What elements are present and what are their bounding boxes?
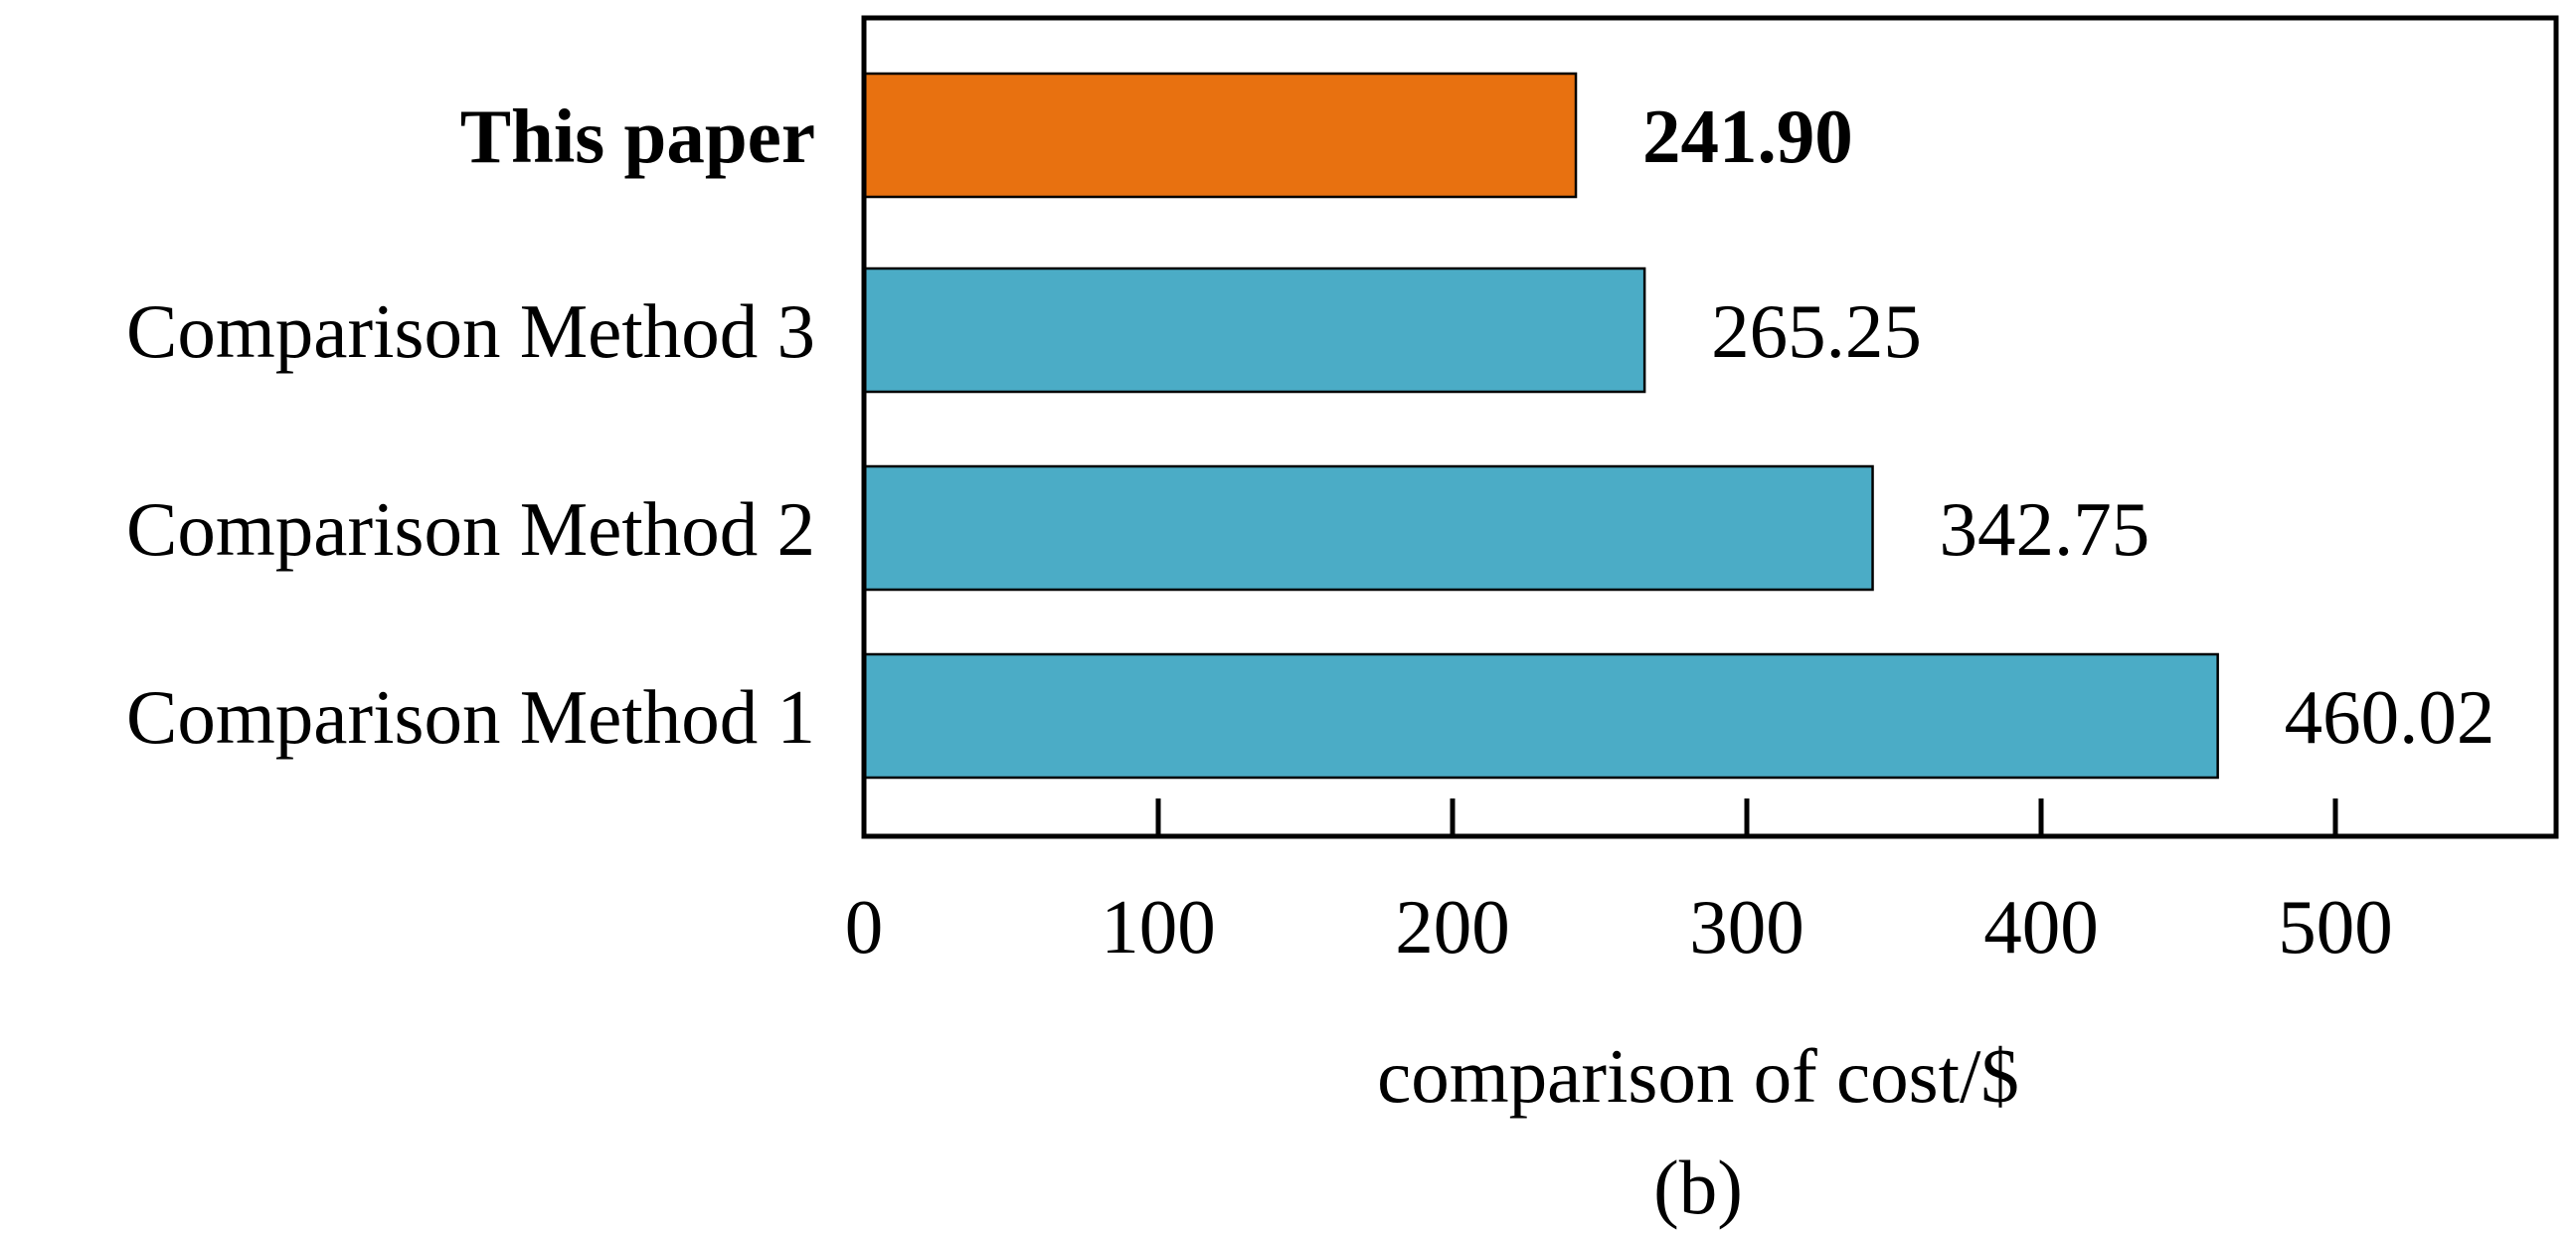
category-label-this-paper: This paper (460, 93, 815, 179)
value-label-comparison-method-3: 265.25 (1711, 288, 1922, 374)
x-axis-title: comparison of cost/$ (1377, 1033, 2019, 1119)
axes-layer: 0 100 200 300 400 500 (845, 15, 2559, 970)
category-label-comparison-method-3: Comparison Method 3 (126, 288, 815, 374)
bar-this-paper (862, 72, 1578, 199)
labels-layer: This paper 241.90 Comparison Method 3 265.2… (126, 93, 2494, 760)
x-tick-label-400: 400 (1983, 884, 2099, 970)
category-label-comparison-method-1: Comparison Method 1 (126, 674, 815, 760)
subfigure-label: (b) (1653, 1145, 1743, 1230)
x-tick-label-300: 300 (1689, 884, 1804, 970)
category-label-comparison-method-2: Comparison Method 2 (126, 486, 815, 572)
value-label-comparison-method-2: 342.75 (1940, 486, 2150, 572)
value-label-this-paper: 241.90 (1642, 93, 1853, 179)
x-tick-label-0: 0 (845, 884, 884, 970)
value-label-comparison-method-1: 460.02 (2285, 674, 2495, 760)
bar-comparison-method-2 (862, 464, 1874, 592)
x-tick-label-500: 500 (2278, 884, 2393, 970)
bar-comparison-method-3 (862, 266, 1646, 394)
x-tick-label-200: 200 (1395, 884, 1510, 970)
x-tick-label-100: 100 (1101, 884, 1216, 970)
bar-comparison-method-1 (862, 652, 2219, 780)
bars-layer (862, 72, 2219, 780)
plot-frame (861, 15, 2559, 839)
